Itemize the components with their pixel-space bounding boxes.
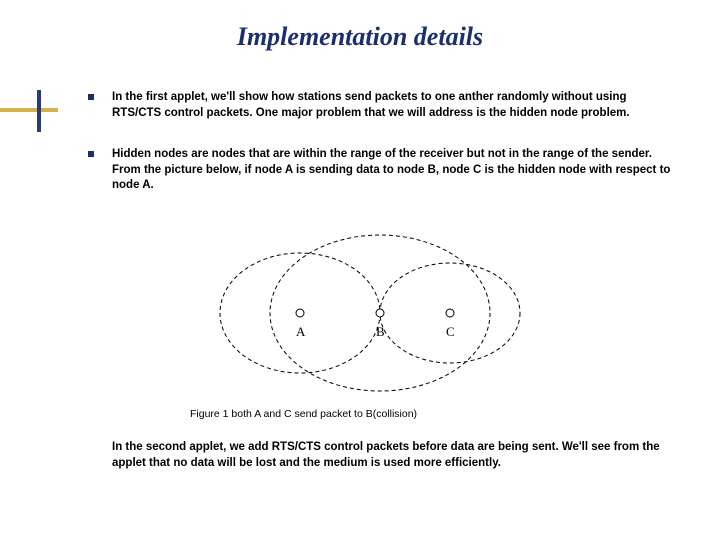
accent-horizontal [0, 108, 58, 112]
figure-caption: Figure 1 both A and C send packet to B(c… [190, 408, 417, 420]
accent-vertical [37, 90, 41, 132]
closing-paragraph: In the second applet, we add RTS/CTS con… [112, 440, 672, 471]
hidden-node-diagram: A B C [190, 228, 530, 398]
node-C [446, 309, 454, 317]
bullet-item: In the first applet, we'll show how stat… [112, 90, 672, 121]
node-A [296, 309, 304, 317]
bullet-item: Hidden nodes are nodes that are within t… [112, 147, 672, 194]
node-label-B: B [376, 324, 385, 339]
node-label-C: C [446, 324, 455, 339]
node-B [376, 309, 384, 317]
bullet-list: In the first applet, we'll show how stat… [112, 90, 672, 220]
page-title: Implementation details [0, 22, 720, 52]
node-label-A: A [296, 324, 306, 339]
